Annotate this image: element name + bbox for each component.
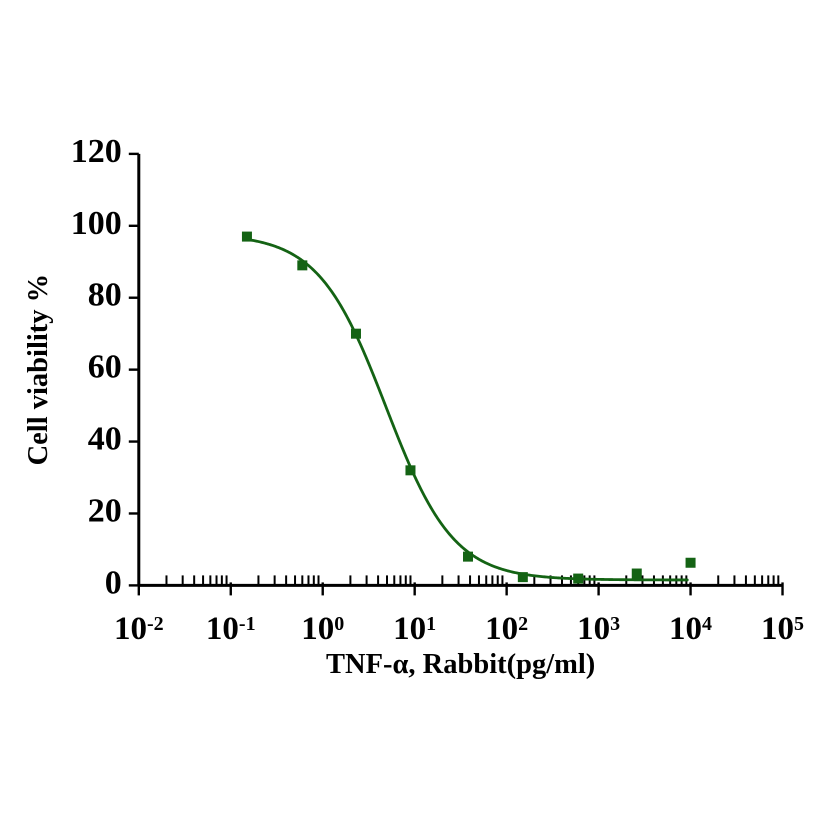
svg-text:Cell viability %: Cell viability %: [23, 274, 54, 466]
svg-text:0: 0: [105, 564, 122, 601]
svg-text:103: 103: [577, 611, 620, 647]
svg-text:104: 104: [669, 611, 712, 647]
svg-text:100: 100: [301, 611, 344, 647]
svg-text:20: 20: [88, 492, 122, 529]
svg-text:40: 40: [88, 421, 122, 458]
svg-text:101: 101: [393, 611, 436, 647]
svg-text:10-1: 10-1: [206, 611, 256, 647]
svg-text:TNF-α, Rabbit(pg/ml): TNF-α, Rabbit(pg/ml): [326, 649, 595, 680]
svg-text:80: 80: [88, 277, 122, 314]
svg-text:60: 60: [88, 349, 122, 386]
svg-text:102: 102: [485, 611, 528, 647]
svg-text:120: 120: [71, 133, 122, 170]
svg-text:105: 105: [761, 611, 804, 647]
svg-text:10-2: 10-2: [114, 611, 164, 647]
svg-text:100: 100: [71, 205, 122, 242]
